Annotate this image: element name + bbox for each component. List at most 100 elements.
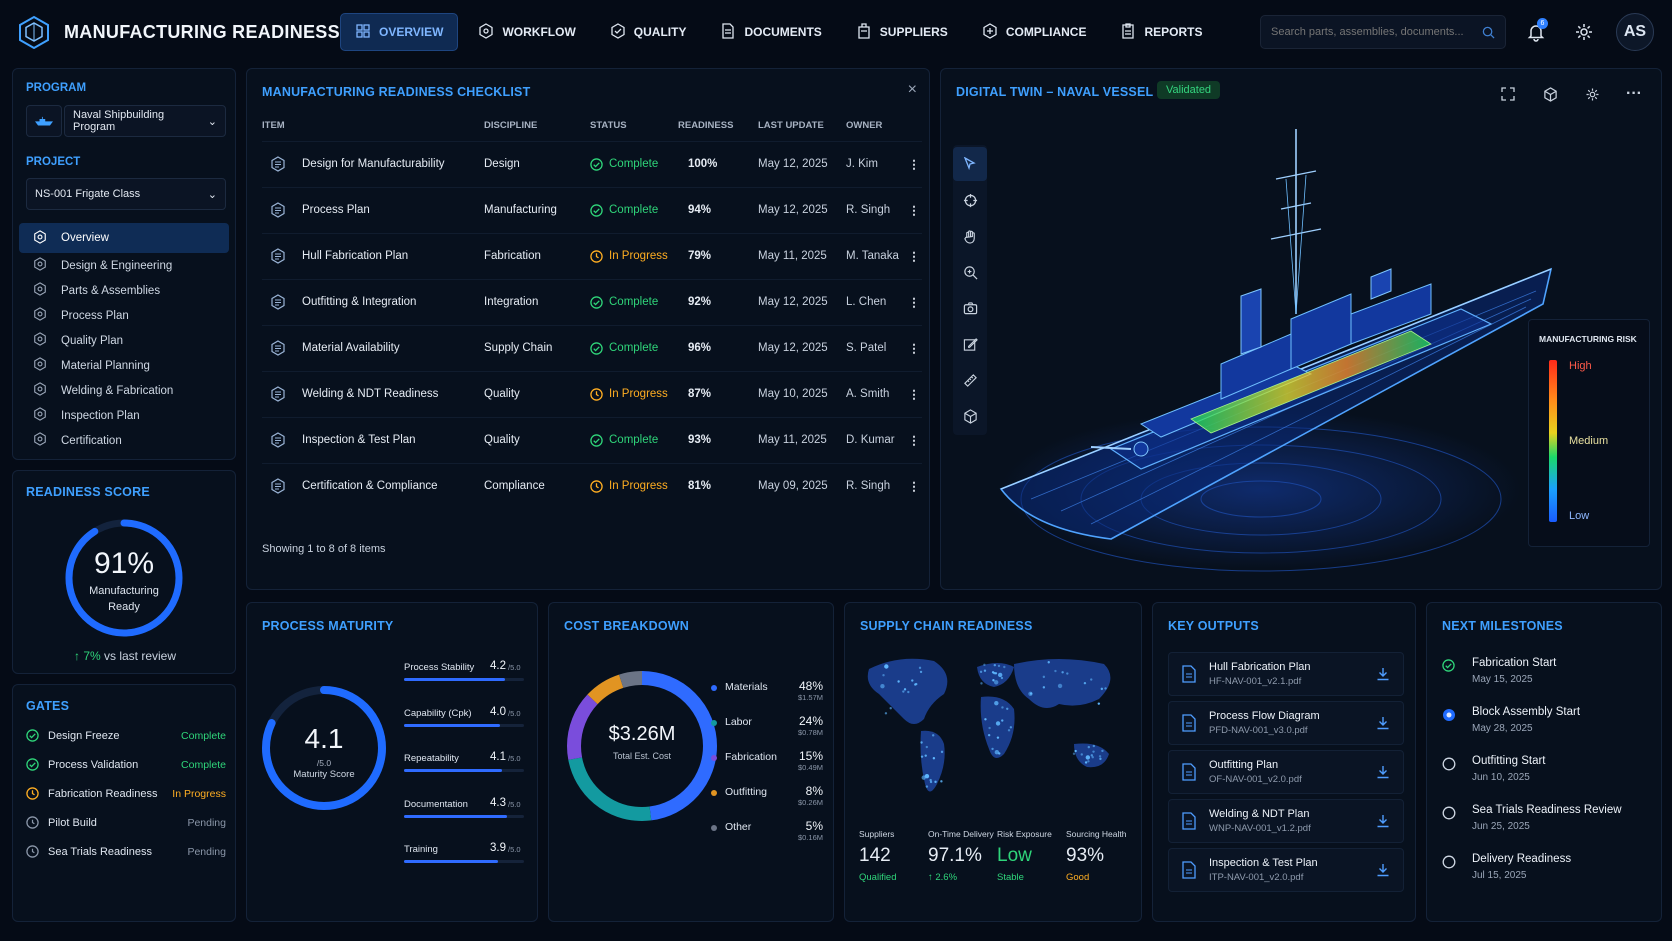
check-circle-icon [26,729,48,742]
annotate-tool[interactable] [953,327,987,361]
donut-slice-fabrication[interactable] [567,671,717,821]
row-menu-icon[interactable]: ⋮ [906,232,922,279]
table-row[interactable]: Material Availability Supply Chain Complet… [262,324,922,371]
row-menu-icon[interactable]: ⋮ [906,278,922,325]
legend-item: Labor 24% $0.78M [711,714,823,749]
gate-row[interactable]: Pilot Build Pending [26,808,226,837]
output-item[interactable]: Hull Fabrication Plan HF-NAV-001_v2.1.pdf [1168,652,1404,696]
legend-swatch [711,825,717,831]
row-menu-icon[interactable]: ⋮ [906,416,922,463]
donut-slice-other[interactable] [567,671,717,821]
sidebar-item-process-plan[interactable]: Process Plan [19,303,229,328]
grid-icon [33,229,47,247]
column-header[interactable]: OWNER [846,120,883,132]
table-row[interactable]: Welding & NDT Readiness Quality In Progres… [262,370,922,417]
sidebar-item-quality-plan[interactable]: Quality Plan [19,328,229,353]
milestone-item[interactable]: Sea Trials Readiness Review Jun 25, 2025 [1442,804,1652,853]
legend-amount: $0.78M [797,728,823,737]
column-header[interactable]: DISCIPLINE [484,120,538,132]
ship-3d-model[interactable] [991,119,1571,579]
sidebar-item-certification[interactable]: Certification [19,428,229,453]
gate-row[interactable]: Sea Trials Readiness Pending [26,837,226,866]
column-header[interactable]: READINESS [678,120,734,132]
output-item[interactable]: Process Flow Diagram PFD-NAV-001_v3.0.pdf [1168,701,1404,745]
orbit-tool[interactable] [953,183,987,217]
gate-row[interactable]: Process Validation Complete [26,750,226,779]
twin-settings-button[interactable] [1575,77,1609,111]
nav-suppliers[interactable]: SUPPLIERS [842,13,962,51]
column-header[interactable]: ITEM [262,120,285,132]
column-header[interactable]: STATUS [590,120,627,132]
nav-reports[interactable]: REPORTS [1106,13,1216,51]
maturity-metric: Capability (Cpk) 4.0/5.0 [404,702,524,748]
model-tool[interactable] [953,399,987,433]
row-menu-icon[interactable]: ⋮ [906,324,922,371]
select-tool[interactable] [953,147,987,181]
sidebar-item-label: Material Planning [61,359,150,372]
download-icon[interactable] [1363,716,1403,730]
milestone-item[interactable]: Fabrication Start May 15, 2025 [1442,657,1652,706]
gate-status: Pending [187,816,226,829]
cell-update: May 11, 2025 [758,232,846,279]
fullscreen-button[interactable] [1491,77,1525,111]
milestone-item[interactable]: Delivery Readiness Jul 15, 2025 [1442,853,1652,902]
download-icon[interactable] [1363,765,1403,779]
download-icon[interactable] [1363,667,1403,681]
cell-item: Inspection & Test Plan [262,416,484,463]
settings-button[interactable] [1566,14,1602,50]
zoom-tool[interactable] [953,255,987,289]
arrow-up-icon: ↑ [73,649,84,663]
sidebar-item-overview[interactable]: Overview [19,223,229,253]
table-row[interactable]: Hull Fabrication Plan Fabrication In Progr… [262,232,922,279]
search-icon[interactable] [1482,26,1495,39]
sidebar-item-parts-assemblies[interactable]: Parts & Assemblies [19,278,229,303]
download-icon[interactable] [1363,814,1403,828]
camera-tool[interactable] [953,291,987,325]
table-row[interactable]: Inspection & Test Plan Quality Complete 93%… [262,416,922,463]
document-icon [1169,763,1209,781]
row-menu-icon[interactable]: ⋮ [906,462,922,509]
gate-row[interactable]: Fabrication Readiness In Progress [26,779,226,808]
nav-quality[interactable]: QUALITY [596,13,701,51]
sidebar-item-welding-fabrication[interactable]: Welding & Fabrication [19,378,229,403]
cell-item: Design for Manufacturability [262,140,484,187]
sidebar-item-design-engineering[interactable]: Design & Engineering [19,253,229,278]
nav-overview[interactable]: OVERVIEW [340,13,459,51]
row-menu-icon[interactable]: ⋮ [906,140,922,187]
search-box[interactable] [1260,15,1506,49]
download-icon[interactable] [1363,863,1403,877]
program-select[interactable]: Naval Shipbuilding Program ⌄ [64,105,226,137]
row-menu-icon[interactable]: ⋮ [906,186,922,233]
milestone-item[interactable]: Block Assembly Start May 28, 2025 [1442,706,1652,755]
pan-tool[interactable] [953,219,987,253]
cell-item: Welding & NDT Readiness [262,370,484,417]
output-item[interactable]: Outfitting Plan OF-NAV-001_v2.0.pdf [1168,750,1404,794]
project-select[interactable]: NS-001 Frigate Class ⌄ [26,178,226,210]
table-row[interactable]: Process Plan Manufacturing Complete 94% May … [262,186,922,233]
table-row[interactable]: Certification & Compliance Compliance In P… [262,462,922,509]
more-button[interactable]: ··· [1617,77,1651,111]
measure-tool[interactable] [953,363,987,397]
row-menu-icon[interactable]: ⋮ [906,370,922,417]
table-row[interactable]: Design for Manufacturability Design Comple… [262,140,922,187]
nav-workflow[interactable]: WORKFLOW [464,13,589,51]
gate-row[interactable]: Design Freeze Complete [26,721,226,750]
cursor-icon [963,157,976,171]
close-icon[interactable]: × [907,81,917,98]
output-item[interactable]: Inspection & Test Plan ITP-NAV-001_v2.0.p… [1168,848,1404,892]
output-item[interactable]: Welding & NDT Plan WNP-NAV-001_v1.2.pdf [1168,799,1404,843]
user-avatar[interactable]: AS [1616,13,1654,51]
sidebar-item-inspection-plan[interactable]: Inspection Plan [19,403,229,428]
notifications-button[interactable]: 6 [1518,14,1554,50]
donut-slice-labor[interactable] [567,671,717,821]
cube-view-button[interactable] [1533,77,1567,111]
readiness-delta-value: 7% [83,649,101,663]
sidebar-item-material-planning[interactable]: Material Planning [19,353,229,378]
search-input[interactable] [1271,26,1482,38]
nav-compliance[interactable]: COMPLIANCE [968,13,1101,51]
milestone-item[interactable]: Outfitting Start Jun 10, 2025 [1442,755,1652,804]
nav-documents[interactable]: DOCUMENTS [706,13,835,51]
table-row[interactable]: Outfitting & Integration Integration Compl… [262,278,922,325]
column-header[interactable]: LAST UPDATE [758,120,824,132]
cell-readiness: 93% [678,416,758,463]
